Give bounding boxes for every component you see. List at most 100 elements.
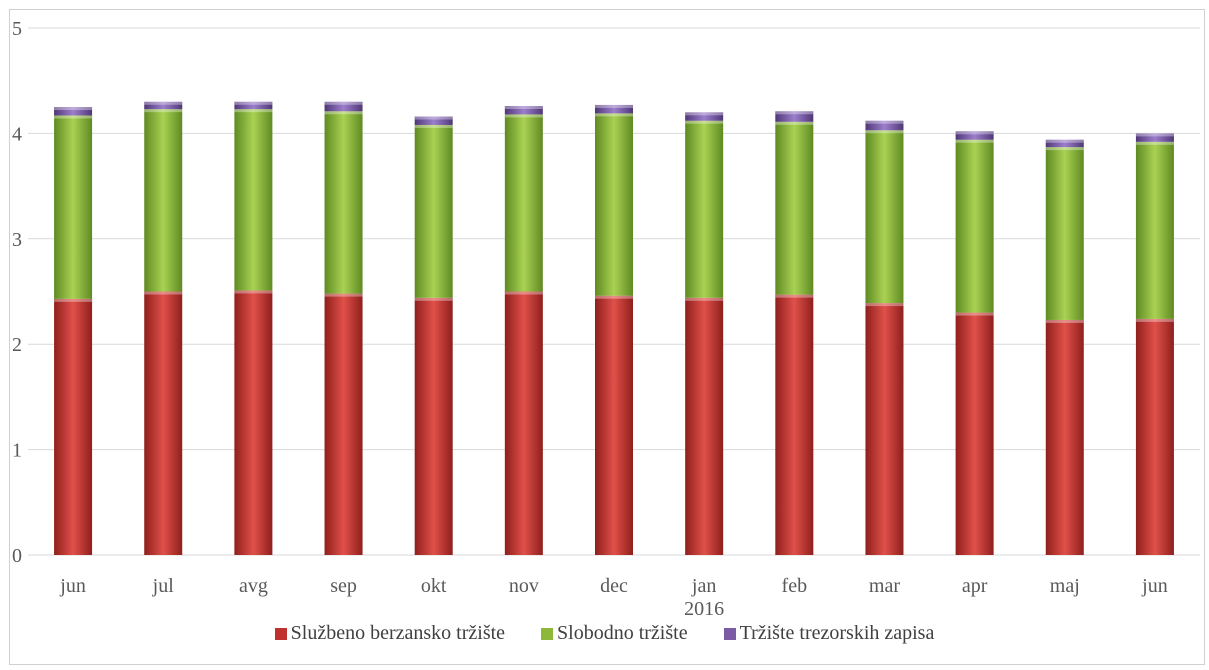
x-tick-label: mar: [869, 575, 900, 597]
bar-segment-1-3: [324, 111, 363, 294]
bar-segment-2-2: [234, 101, 273, 110]
bar-bevel-0-11: [1045, 319, 1084, 323]
bar-bevel-0-2: [234, 290, 273, 294]
bar-segment-0-6: [595, 295, 633, 555]
bar-bevel-1-12: [1135, 141, 1174, 145]
x-tick-label: sep: [330, 575, 357, 597]
bar-bevel-0-7: [685, 297, 724, 301]
legend-item: Tržište trezorskih zapisa: [723, 622, 934, 645]
bar-bevel-1-8: [775, 121, 814, 125]
bar-segment-0-12: [1135, 318, 1174, 555]
legend-swatch: [723, 627, 736, 640]
bar-segment-0-4: [414, 297, 453, 555]
bar-bevel-0-5: [504, 291, 543, 295]
x-tick-label: maj: [1050, 575, 1080, 597]
chart-frame: [9, 9, 1205, 665]
bar-bevel-1-10: [955, 139, 994, 143]
bar-bevel-2-11: [1045, 139, 1084, 143]
bar-bevel-1-9: [865, 130, 904, 134]
legend-swatch: [274, 627, 287, 640]
bar-segment-0-7: [685, 297, 724, 555]
y-tick-label: 2: [12, 334, 22, 356]
x-tick-label: dec: [600, 575, 628, 597]
legend-item: Slobodno tržište: [541, 622, 688, 645]
bar-segment-2-11: [1045, 139, 1084, 148]
bar-bevel-0-6: [595, 295, 633, 299]
x-tick-label: avg: [239, 575, 268, 597]
bars: [54, 101, 1174, 555]
bar-segment-0-1: [144, 291, 183, 555]
bar-segment-1-4: [414, 124, 453, 298]
x-tick-label: apr: [962, 575, 988, 597]
bar-segment-0-9: [865, 303, 904, 555]
bar-bevel-2-9: [865, 120, 904, 124]
bar-segment-2-0: [54, 107, 93, 116]
y-tick-label: 1: [12, 440, 22, 462]
bar-bevel-2-12: [1135, 133, 1174, 137]
bar-bevel-1-11: [1045, 147, 1084, 151]
legend: Službeno berzansko tržište Slobodno tržiš…: [0, 622, 1209, 645]
bar-segment-1-11: [1045, 147, 1084, 320]
bar-segment-2-10: [955, 131, 994, 140]
y-tick-label: 3: [12, 229, 22, 251]
bar-bevel-1-6: [595, 113, 633, 117]
bar-bevel-0-0: [54, 298, 93, 302]
bar-bevel-2-7: [685, 112, 724, 116]
bar-segment-1-6: [595, 113, 633, 296]
bar-bevel-0-8: [775, 294, 814, 298]
bar-segment-2-12: [1135, 133, 1174, 142]
bar-segment-1-12: [1135, 141, 1174, 319]
x-tick-label: jan: [691, 575, 716, 597]
bar-bevel-0-3: [324, 293, 363, 297]
bar-segment-1-1: [144, 109, 183, 292]
bar-segment-1-2: [234, 109, 273, 291]
bar-segment-2-6: [595, 104, 633, 114]
bar-segment-1-8: [775, 121, 814, 295]
bar-segment-2-9: [865, 120, 904, 131]
bar-bevel-0-4: [414, 297, 453, 301]
bar-segment-0-11: [1045, 319, 1084, 555]
bar-segment-0-8: [775, 294, 814, 555]
bar-segment-2-7: [685, 112, 724, 121]
bar-segment-0-3: [324, 293, 363, 555]
bar-segment-0-10: [955, 312, 994, 555]
bar-segment-1-7: [685, 120, 724, 298]
bar-segment-1-10: [955, 139, 994, 313]
bar-segment-0-2: [234, 290, 273, 555]
bar-segment-2-8: [775, 111, 814, 122]
legend-label: Službeno berzansko tržište: [290, 622, 506, 644]
bar-segment-2-4: [414, 116, 453, 125]
bar-bevel-2-0: [54, 107, 93, 111]
bar-bevel-2-5: [504, 105, 543, 109]
x-tick-label: jun: [59, 575, 86, 597]
bar-bevel-1-1: [144, 109, 183, 113]
bar-segment-2-1: [144, 101, 183, 110]
bar-bevel-0-10: [955, 312, 994, 316]
bar-bevel-2-4: [414, 116, 453, 120]
bar-bevel-1-3: [324, 111, 363, 115]
bar-bevel-0-9: [865, 303, 904, 307]
bar-bevel-2-1: [144, 101, 183, 105]
x-tick-year-label: 2016: [684, 598, 724, 620]
bar-segment-0-0: [54, 298, 93, 555]
bar-bevel-2-6: [595, 104, 633, 108]
bar-bevel-2-10: [955, 131, 994, 135]
x-tick-label: nov: [509, 575, 539, 597]
bar-bevel-1-4: [414, 124, 453, 128]
x-tick-label: okt: [421, 575, 447, 597]
bar-segment-1-0: [54, 115, 93, 299]
bar-segment-2-3: [324, 101, 363, 112]
bar-bevel-1-7: [685, 120, 724, 124]
x-tick-label: jul: [152, 575, 175, 597]
bar-bevel-1-2: [234, 109, 273, 113]
y-tick-label: 4: [12, 123, 22, 145]
bar-segment-1-5: [504, 114, 543, 292]
bar-segment-1-9: [865, 130, 904, 304]
bar-bevel-0-12: [1135, 318, 1174, 322]
bar-bevel-1-0: [54, 115, 93, 119]
y-tick-label: 5: [12, 18, 22, 40]
bar-segment-0-5: [504, 291, 543, 555]
bar-bevel-2-3: [324, 101, 363, 105]
bar-bevel-2-8: [775, 111, 814, 115]
